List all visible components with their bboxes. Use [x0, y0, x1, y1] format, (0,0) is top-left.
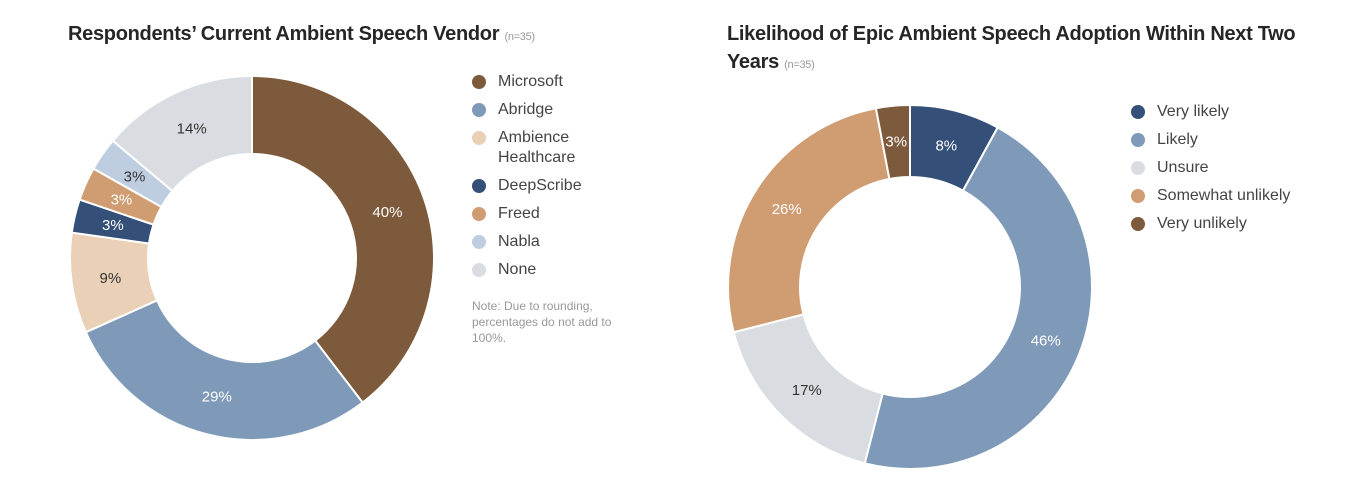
legend-item: Likely — [1131, 130, 1331, 150]
legend-label: Nabla — [498, 233, 540, 250]
chart-title-adoption: Likelihood of Epic Ambient Speech Adopti… — [727, 20, 1327, 79]
legend-swatch — [472, 179, 486, 193]
data-label: 3% — [885, 134, 907, 151]
legend-swatch — [1131, 217, 1145, 231]
legend-swatch — [1131, 161, 1145, 175]
sample-size: (n=35) — [784, 59, 815, 71]
legend-label: Ambience Healthcare — [498, 129, 576, 166]
legend-swatch — [472, 131, 486, 145]
chart-title-vendor: Respondents’ Current Ambient Speech Vend… — [68, 20, 535, 51]
legend-label: Likely — [1157, 131, 1198, 148]
legend-item: None — [472, 260, 602, 280]
data-label: 3% — [102, 217, 124, 234]
legend-swatch — [472, 263, 486, 277]
data-label: 8% — [935, 138, 957, 155]
legend-label: Somewhat unlikely — [1157, 187, 1291, 204]
data-label: 3% — [124, 168, 146, 185]
legend-label: None — [498, 261, 537, 278]
legend-item: DeepScribe — [472, 176, 602, 196]
donut-slice-somewhat-unlikely — [727, 107, 891, 334]
legend-item: Nabla — [472, 232, 602, 252]
data-label: 3% — [111, 192, 133, 209]
legend-adoption: Very likely Likely Unsure Somewhat unlikely… — [1131, 102, 1331, 242]
data-label: 9% — [100, 270, 122, 287]
legend-swatch — [472, 103, 486, 117]
legend-swatch — [1131, 105, 1145, 119]
legend-vendor: Microsoft Abridge Ambience Healthcare DeepS… — [472, 72, 602, 288]
legend-label: Unsure — [1157, 159, 1209, 176]
data-label: 14% — [177, 120, 207, 137]
donut-slice-abridge — [84, 299, 365, 441]
legend-label: Microsoft — [498, 73, 563, 90]
legend-label: Abridge — [498, 101, 554, 118]
legend-item: Somewhat unlikely — [1131, 186, 1331, 206]
data-label: 29% — [202, 389, 232, 406]
legend-swatch — [1131, 133, 1145, 147]
donut-slice-none — [111, 74, 253, 193]
legend-label: DeepScribe — [498, 177, 582, 194]
donut-slice-very-unlikely — [874, 103, 911, 181]
legend-label: Very likely — [1157, 103, 1230, 120]
legend-item: Very unlikely — [1131, 214, 1331, 234]
title-text: Respondents’ Current Ambient Speech Vend… — [68, 23, 500, 45]
legend-swatch — [472, 75, 486, 89]
sample-size: (n=35) — [504, 31, 535, 43]
legend-label: Freed — [498, 205, 540, 222]
legend-item: Microsoft — [472, 72, 602, 92]
data-label: 40% — [372, 204, 402, 221]
legend-swatch — [472, 207, 486, 221]
donut-slice-microsoft — [251, 74, 435, 404]
title-text: Likelihood of Epic Ambient Speech Adopti… — [727, 23, 1296, 73]
legend-item: Freed — [472, 204, 602, 224]
data-label: 26% — [772, 201, 802, 218]
rounding-note: Note: Due to rounding, percentages do no… — [472, 299, 612, 345]
legend-item: Ambience Healthcare — [472, 128, 602, 168]
donut-slice-likely — [863, 126, 1093, 470]
legend-swatch — [1131, 189, 1145, 203]
legend-item: Unsure — [1131, 158, 1331, 178]
legend-item: Abridge — [472, 100, 602, 120]
legend-item: Very likely — [1131, 102, 1331, 122]
data-label: 46% — [1031, 333, 1061, 350]
legend-swatch — [472, 235, 486, 249]
legend-label: Very unlikely — [1157, 215, 1247, 232]
data-label: 17% — [792, 382, 822, 399]
